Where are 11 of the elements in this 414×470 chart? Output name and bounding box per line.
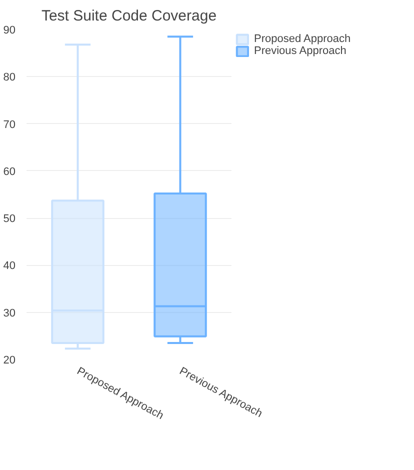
y-tick-label: 30 [3,307,16,320]
y-tick-label: 90 [3,24,16,36]
y-tick-label: 60 [3,166,16,178]
y-tick-label: 70 [3,118,16,131]
y-tick-label: 50 [3,213,16,226]
legend-label: Proposed Approach [254,33,351,45]
y-tick-label: 40 [3,260,16,272]
legend-label: Previous Approach [254,45,346,57]
y-tick-label: 80 [3,72,16,84]
y-tick-label: 20 [3,354,16,366]
chart-title: Test Suite Code Coverage [41,8,217,24]
